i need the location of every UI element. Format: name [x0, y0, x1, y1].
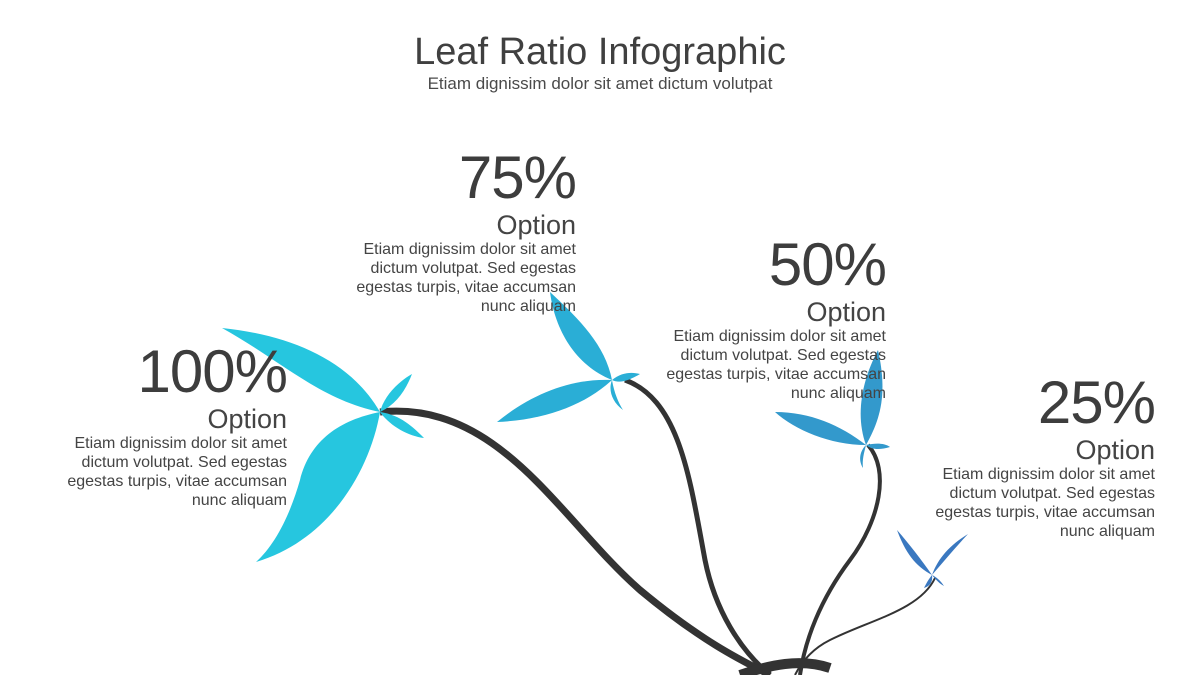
leaf-25: [897, 530, 968, 588]
page-title: Leaf Ratio Infographic: [414, 31, 786, 73]
stem-75: [624, 377, 772, 675]
leaf-100: [222, 328, 424, 562]
percent-value: 75%: [458, 144, 577, 211]
percent-value: 100%: [137, 338, 288, 405]
leaf-75: [497, 292, 640, 422]
option-description: Etiam dignissim dolor sit amet dictum vo…: [356, 241, 576, 315]
leaf-50: [775, 350, 890, 468]
stems: [379, 377, 936, 675]
page-subtitle: Etiam dignissim dolor sit amet dictum vo…: [427, 74, 773, 93]
stem-base: [738, 658, 832, 675]
stem-50: [798, 443, 882, 675]
percent-value: 50%: [768, 231, 887, 298]
percent-value: 25%: [1037, 369, 1156, 436]
option-description: Etiam dignissim dolor sit amet dictum vo…: [666, 328, 886, 402]
option-description: Etiam dignissim dolor sit amet dictum vo…: [935, 466, 1155, 540]
option-label: Option: [496, 210, 576, 240]
option-label: Option: [207, 404, 287, 434]
option-label: Option: [806, 297, 886, 327]
header: Leaf Ratio Infographic Etiam dignissim d…: [0, 30, 1200, 94]
item-25: 25% Option Etiam dignissim dolor sit ame…: [898, 369, 1156, 541]
option-label: Option: [1075, 435, 1155, 465]
item-100: 100% Option Etiam dignissim dolor sit am…: [30, 338, 288, 510]
option-description: Etiam dignissim dolor sit amet dictum vo…: [67, 435, 287, 509]
item-75: 75% Option Etiam dignissim dolor sit ame…: [318, 144, 577, 316]
stem-100: [379, 407, 772, 675]
item-50: 50% Option Etiam dignissim dolor sit ame…: [628, 231, 887, 403]
